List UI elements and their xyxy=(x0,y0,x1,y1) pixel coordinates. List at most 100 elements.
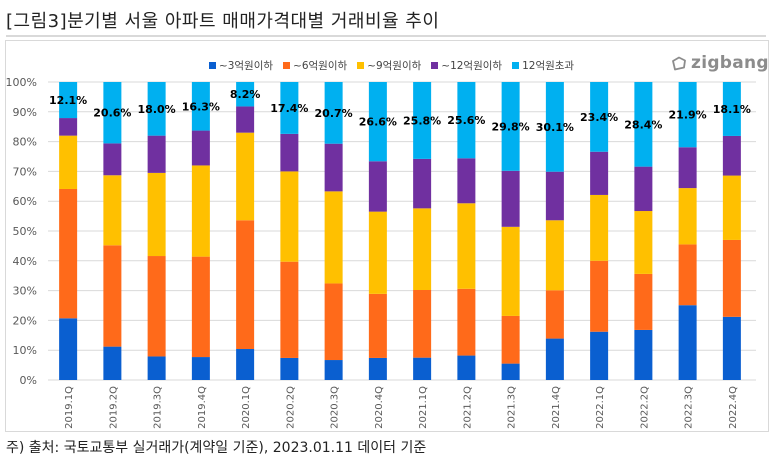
bar-segment xyxy=(103,245,122,347)
bar-segment xyxy=(147,356,166,380)
figure-title: [그림3]분기별 서울 아파트 매매가격대별 거래비율 추이 xyxy=(6,11,440,32)
bar-segment xyxy=(191,82,210,131)
x-tick-label: 2022.1Q xyxy=(595,386,606,429)
bar-segment xyxy=(368,293,387,358)
y-tick-label: 30% xyxy=(13,285,37,298)
bar-segment xyxy=(457,203,476,289)
bar-segment xyxy=(147,172,166,257)
data-label: 18.0% xyxy=(138,103,176,116)
bar-segment xyxy=(147,256,166,357)
x-tick-label: 2021.4Q xyxy=(551,386,562,429)
legend-item: ~9억원이하 xyxy=(357,58,421,73)
y-tick-label: 40% xyxy=(13,255,37,268)
bar-segment xyxy=(324,143,343,192)
bar-segment xyxy=(545,338,564,380)
data-label: 12.1% xyxy=(49,94,87,107)
data-label: 16.3% xyxy=(182,100,220,113)
legend-label: ~12억원이하 xyxy=(441,60,503,72)
data-label: 29.8% xyxy=(492,120,530,133)
bar-segment xyxy=(280,133,299,172)
bar-segment xyxy=(191,256,210,358)
bar-segment xyxy=(280,171,299,262)
bar-segment xyxy=(501,82,520,171)
x-tick-label: 2019.2Q xyxy=(108,386,119,429)
x-tick-label: 2022.3Q xyxy=(684,386,695,429)
bar-segment xyxy=(634,82,653,167)
bar-segment xyxy=(280,82,299,134)
data-label: 25.6% xyxy=(447,114,485,127)
bar-segment xyxy=(722,316,741,380)
x-tick-label: 2022.2Q xyxy=(639,386,650,429)
bar-segment xyxy=(236,349,255,380)
bar-segment xyxy=(722,135,741,176)
bar-segment xyxy=(545,171,564,221)
x-tick-label: 2020.3Q xyxy=(330,386,341,429)
bar-segment xyxy=(236,132,255,221)
bar-segment xyxy=(590,260,609,332)
source-footnote: 주) 출처: 국토교통부 실거래가(계약일 기준), 2023.01.11 데이… xyxy=(6,440,427,456)
legend-label: ~6억원이하 xyxy=(293,60,348,72)
legend-swatch xyxy=(431,62,439,69)
bar-segment xyxy=(413,357,432,380)
legend-swatch xyxy=(357,62,365,69)
bar-segment xyxy=(678,305,697,380)
bar-segment xyxy=(368,357,387,380)
bar-segment xyxy=(413,82,432,159)
y-tick-label: 20% xyxy=(13,314,37,327)
bar-segment xyxy=(545,290,564,339)
bar-segment xyxy=(457,158,476,204)
y-tick-label: 100% xyxy=(6,76,37,89)
bar-segment xyxy=(413,290,432,358)
bar-segment xyxy=(236,220,255,350)
title-divider xyxy=(6,35,766,37)
data-label: 8.2% xyxy=(230,88,261,101)
x-tick-label: 2021.1Q xyxy=(418,386,429,429)
bar-segment xyxy=(634,329,653,380)
bar-segment xyxy=(368,211,387,294)
legend-swatch xyxy=(283,62,291,69)
data-label: 28.4% xyxy=(624,118,662,131)
bar-segment xyxy=(634,211,653,274)
bar-segment xyxy=(368,161,387,212)
bar-segment xyxy=(722,239,741,317)
bar-segment xyxy=(678,244,697,306)
bar-segment xyxy=(59,82,78,119)
bar-segment xyxy=(634,273,653,330)
legend-swatch xyxy=(208,62,216,69)
bar-segment xyxy=(501,363,520,380)
bar-segment xyxy=(280,261,299,358)
bar-segment xyxy=(545,220,564,291)
bar-segment xyxy=(324,191,343,284)
bar-segment xyxy=(678,188,697,245)
legend-item: 12억원초과 xyxy=(512,58,574,73)
bar-segment xyxy=(280,357,299,380)
bar-segment xyxy=(324,82,343,144)
bar-segment xyxy=(191,165,210,257)
y-tick-label: 70% xyxy=(13,165,37,178)
logo-text: zigbang xyxy=(691,53,769,73)
data-label: 18.1% xyxy=(713,103,751,116)
legend-item: ~3억원이하 xyxy=(208,58,273,73)
bar-segment xyxy=(147,135,166,173)
data-label: 21.9% xyxy=(669,109,707,122)
zigbang-logo: zigbang xyxy=(670,53,769,73)
y-tick-label: 50% xyxy=(13,225,37,238)
bar-segment xyxy=(590,331,609,380)
bar-segment xyxy=(103,346,122,380)
bar-segment xyxy=(103,143,122,176)
data-label: 25.8% xyxy=(403,114,441,127)
data-label: 26.6% xyxy=(359,116,397,129)
x-tick-label: 2021.3Q xyxy=(507,386,518,429)
bar-segment xyxy=(236,106,255,133)
y-tick-label: 60% xyxy=(13,195,37,208)
bar-segment xyxy=(59,188,78,319)
data-label: 30.1% xyxy=(536,121,574,134)
x-tick-label: 2022.4Q xyxy=(728,386,739,429)
x-tick-label: 2020.1Q xyxy=(241,386,252,429)
bar-segment xyxy=(457,288,476,356)
bar-segment xyxy=(501,226,520,316)
bar-segment xyxy=(191,130,210,166)
bar-segment xyxy=(457,82,476,159)
x-tick-label: 2019.3Q xyxy=(153,386,164,429)
